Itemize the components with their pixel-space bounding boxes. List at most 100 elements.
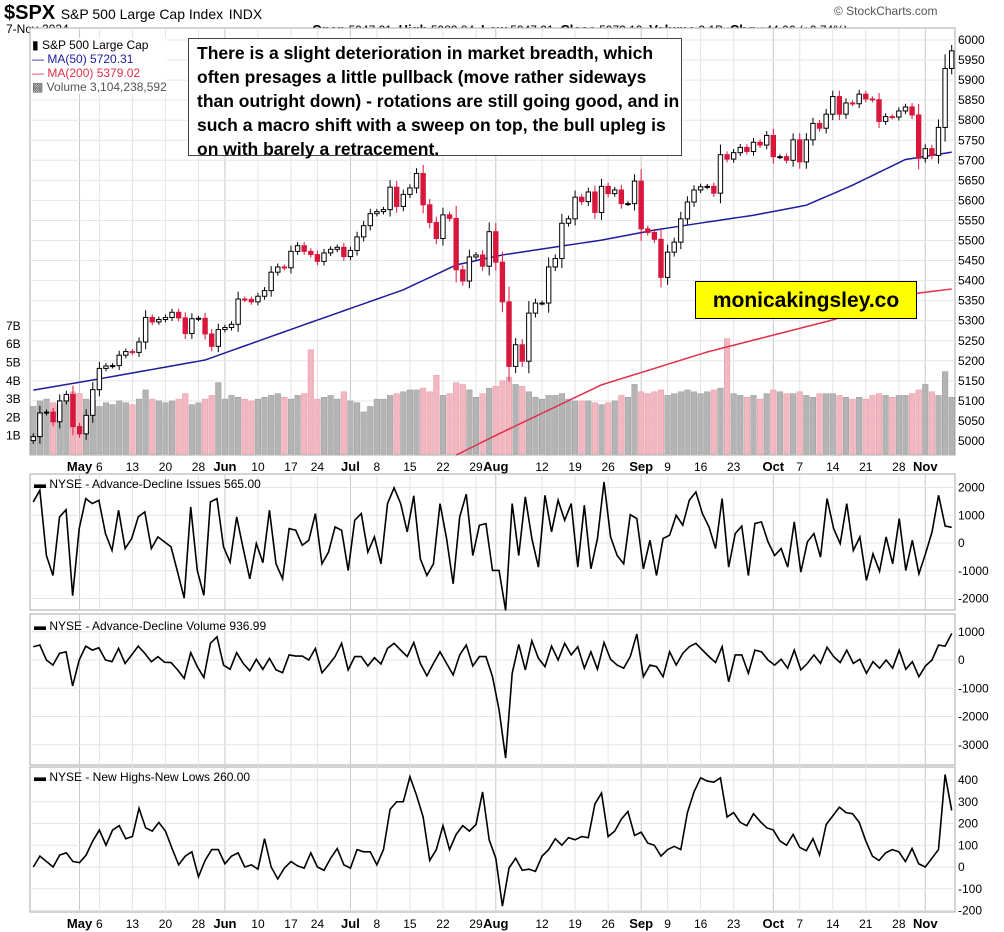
candle: [578, 193, 585, 205]
candle-body: [341, 246, 347, 258]
candle: [123, 348, 129, 359]
candle-body: [770, 134, 777, 158]
x-tick-label: May: [67, 916, 93, 931]
volume-bar: [228, 395, 235, 455]
candle-body: [869, 98, 876, 101]
price-tick-label: 5250: [958, 334, 985, 348]
candle: [142, 310, 149, 350]
candle-body: [268, 271, 274, 292]
candle-body: [512, 344, 519, 367]
candle-body: [473, 254, 479, 258]
candle: [777, 154, 783, 160]
volume-bar: [836, 395, 843, 455]
indicator-tick-label: -100: [958, 882, 982, 896]
volume-bar: [135, 398, 143, 455]
x-tick-label: 14: [826, 917, 840, 931]
x-tick-label: 8: [374, 917, 381, 931]
candle: [334, 244, 340, 253]
price-tick-label: 5550: [958, 213, 985, 227]
volume-bar: [393, 393, 400, 455]
volume-bar: [268, 395, 275, 455]
candle-body: [354, 236, 360, 252]
candle-body: [658, 238, 664, 278]
candle: [387, 180, 393, 217]
volume-bar: [704, 391, 711, 455]
candle-body: [189, 318, 195, 335]
candle-body: [506, 301, 512, 367]
candle: [43, 409, 50, 416]
candle-body: [314, 254, 321, 262]
candle-body: [156, 318, 162, 323]
x-tick-label: 6: [96, 917, 103, 931]
x-tick-label: 13: [126, 460, 140, 474]
volume-bar: [605, 402, 612, 455]
candle: [559, 213, 565, 269]
candle-body: [935, 126, 942, 156]
candle-body: [142, 316, 149, 343]
indicator-line-1: [32, 481, 952, 611]
volume-bar: [638, 391, 645, 455]
volume-bar: [340, 391, 347, 455]
candle-body: [116, 354, 122, 367]
x-tick-label: 15: [403, 917, 417, 931]
legend-volume-label: Volume 3,104,238,592: [46, 80, 167, 94]
indicator-tick-label: 300: [958, 795, 978, 809]
candle-body: [552, 258, 558, 268]
candle-body: [849, 102, 856, 105]
candle: [50, 407, 56, 427]
x-tick-label: 17: [284, 917, 298, 931]
volume-bar: [347, 400, 354, 455]
candle-body: [149, 316, 155, 323]
candle: [169, 308, 175, 321]
candle: [499, 251, 506, 313]
volume-bar: [558, 393, 565, 455]
volume-bar: [387, 395, 394, 455]
candle-body: [810, 122, 816, 141]
price-tick-label: 5050: [958, 414, 985, 428]
candle: [466, 249, 473, 289]
candle-body: [902, 106, 909, 112]
candle: [697, 183, 704, 194]
candle: [863, 90, 869, 103]
x-tick-label: 19: [568, 917, 582, 931]
price-tick-label: 5950: [958, 53, 985, 67]
volume-bar: [202, 398, 209, 455]
price-legend: ▮ S&P 500 Large Cap — MA(50) 5720.31 — M…: [32, 38, 167, 94]
price-tick-label: 5300: [958, 314, 985, 328]
volume-tick-label: 6B: [6, 337, 21, 351]
candle: [935, 119, 942, 164]
candle: [770, 128, 777, 164]
x-tick-label: 29: [469, 917, 483, 931]
candle: [433, 216, 440, 245]
volume-bar: [334, 398, 341, 455]
candle: [427, 198, 433, 229]
volume-bar: [109, 404, 116, 455]
candle-body: [109, 365, 116, 368]
candle: [519, 339, 525, 367]
volume-bar: [545, 395, 552, 455]
candle-body: [744, 146, 750, 152]
volume-bar: [757, 398, 764, 455]
volume-bar: [862, 398, 869, 455]
volume-bar: [248, 400, 255, 455]
candle: [651, 228, 658, 244]
volume-bar: [400, 391, 407, 455]
candle: [704, 183, 710, 190]
candle-body: [123, 351, 129, 356]
candle: [70, 385, 76, 436]
volume-bar: [928, 391, 935, 455]
candle: [327, 246, 334, 257]
candle: [479, 250, 486, 271]
brand-watermark: monicakingsley.co: [695, 281, 917, 319]
price-tick-label: 5800: [958, 113, 985, 127]
price-tick-label: 5600: [958, 193, 985, 207]
indicator-tick-label: -3000: [958, 738, 989, 752]
candle: [228, 321, 235, 331]
volume-tick-label: 7B: [6, 319, 21, 333]
indicator-tick-label: 1000: [958, 625, 985, 639]
volume-bar: [902, 395, 909, 455]
candle-body: [242, 298, 248, 301]
candle: [493, 223, 499, 271]
candle: [189, 313, 195, 339]
indicator-tick-label: -1000: [958, 681, 989, 695]
